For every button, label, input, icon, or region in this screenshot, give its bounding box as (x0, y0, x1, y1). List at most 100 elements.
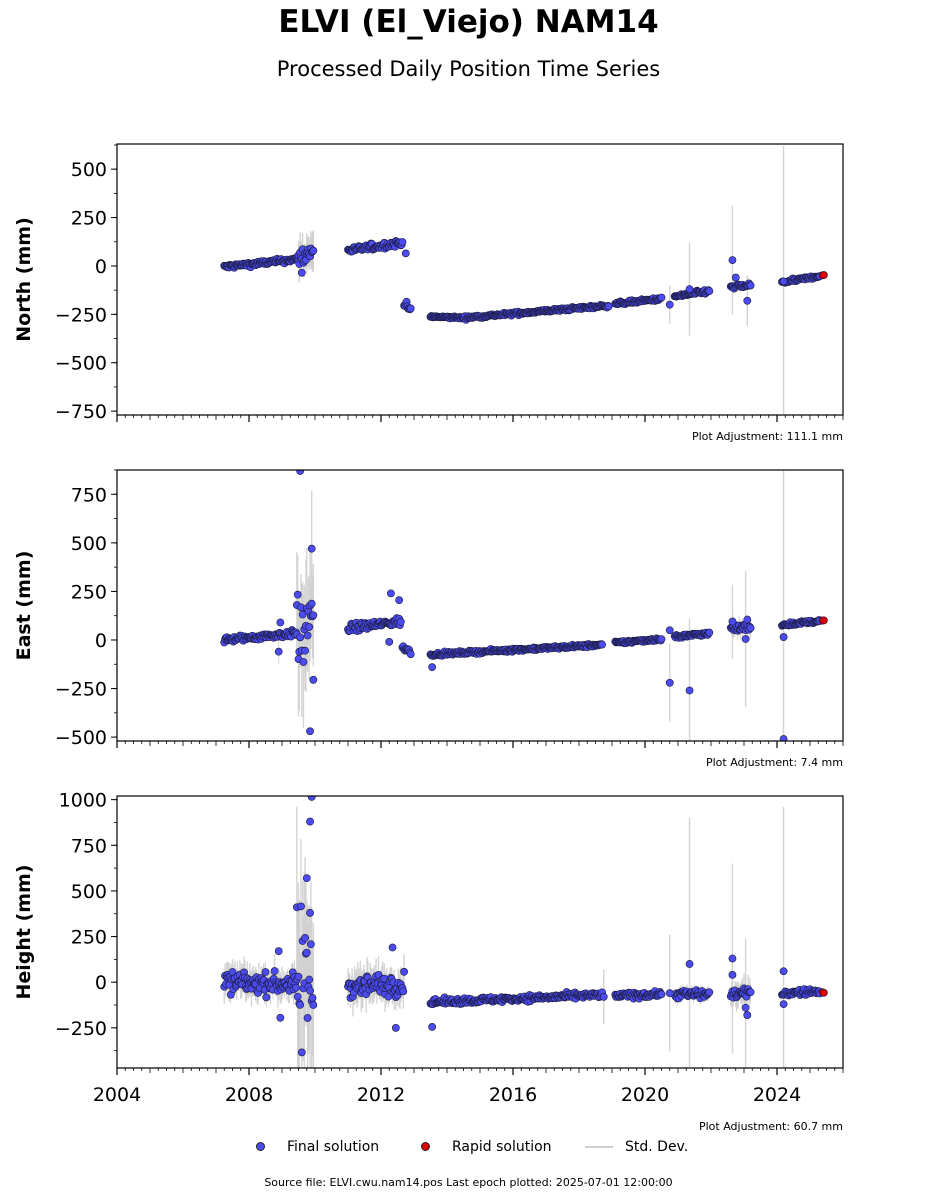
final-solution-point (685, 960, 694, 968)
final-solution-point (306, 727, 314, 736)
plot-frame (116, 469, 844, 742)
final-solution-point (293, 590, 302, 599)
final-solution-point (309, 611, 318, 620)
x-tick-label: 2004 (93, 1084, 141, 1106)
final-solution-point (261, 968, 270, 976)
final-solution-point (294, 972, 303, 981)
y-tick-label: −250 (55, 679, 107, 701)
final-solution-point (599, 992, 608, 1001)
final-solution-point (297, 902, 305, 911)
final-solution-point (779, 967, 788, 976)
final-solution-point (396, 617, 405, 626)
final-solution-point (779, 277, 788, 286)
rapid-solution-marker (421, 1142, 430, 1151)
y-axis-label: North (mm) (13, 217, 35, 342)
final-solution-point (305, 623, 314, 631)
chart-subtitle: Processed Daily Position Time Series (276, 57, 661, 81)
final-solution-point (728, 256, 737, 265)
final-solution-point (705, 988, 714, 997)
rapid-solution-point (819, 271, 828, 279)
y-tick-label: 750 (71, 835, 107, 857)
y-tick-label: 250 (71, 927, 107, 949)
final-solution-point (297, 268, 306, 277)
y-tick-label: 1000 (59, 790, 107, 812)
final-solution-marker (256, 1142, 265, 1151)
final-solution-point (665, 989, 674, 998)
final-solution-point (274, 647, 283, 656)
x-tick-label: 2012 (357, 1084, 405, 1106)
final-solution-point (293, 992, 302, 1001)
final-solution-point (685, 686, 694, 695)
y-tick-label: 0 (95, 256, 107, 278)
final-solution-point (270, 967, 279, 975)
rapid-solution-point (819, 616, 828, 625)
plot-frame (116, 795, 844, 1069)
final-solution-point (746, 988, 755, 997)
final-solution-point (301, 646, 309, 655)
final-solution-point (604, 302, 613, 311)
final-solution-point (306, 817, 314, 826)
final-solution-point (705, 628, 714, 637)
rapid-solution-point (819, 988, 828, 997)
final-solution-point (292, 983, 300, 992)
data-points (220, 470, 828, 741)
panel-north: 500 250 0 −250 −500 −750 North (mm) Plot Adjust… (13, 143, 844, 443)
final-solution-point (297, 1048, 306, 1057)
y-tick-label: −250 (55, 304, 107, 326)
y-tick-label: 0 (95, 630, 107, 652)
final-solution-point (274, 947, 283, 956)
final-solution-point (385, 638, 394, 646)
panel-east: 750 500 250 0 −250 −500 East (mm) Plot Adjustme… (13, 469, 844, 769)
std-dev-line-marker (585, 1146, 613, 1148)
final-solution-point (308, 993, 317, 1002)
final-solution-point (303, 1014, 312, 1022)
chart-title: ELVI (El_Viejo) NAM14 (278, 4, 659, 40)
final-solution-point (401, 249, 410, 258)
final-solution-point (309, 1001, 318, 1009)
y-tick-label: 500 (71, 881, 107, 903)
final-solution-point (743, 296, 752, 305)
y-axis-label: East (mm) (13, 551, 35, 661)
final-solution-point (779, 633, 788, 641)
final-solution-point (428, 663, 437, 672)
final-solution-point (309, 675, 318, 684)
final-solution-point (728, 617, 737, 626)
final-solution-point (746, 281, 755, 290)
final-solution-point (398, 238, 407, 246)
final-solution-point (743, 1011, 752, 1019)
data-points (220, 796, 828, 1057)
final-solution-point (428, 1023, 437, 1031)
x-tick-label: 2008 (225, 1084, 273, 1106)
y-tick-label: 0 (95, 972, 107, 994)
final-solution-point (779, 735, 788, 741)
y-tick-label: 500 (71, 533, 107, 555)
x-tick-label: 2016 (489, 1084, 537, 1106)
final-solution-point (741, 635, 750, 643)
plot-adjustment-note: Plot Adjustment: 60.7 mm (699, 1120, 843, 1133)
final-solution-point (276, 618, 285, 627)
final-solution-point (728, 954, 737, 963)
final-solution-point (598, 640, 606, 649)
final-solution-point (309, 246, 318, 255)
final-solution-point (388, 943, 397, 952)
final-solution-point (307, 796, 316, 801)
y-tick-label: −500 (55, 727, 107, 749)
final-solution-point (685, 285, 694, 294)
final-solution-point (657, 293, 666, 302)
final-solution-point (276, 1013, 285, 1022)
final-solution-point (307, 544, 316, 553)
final-solution-point (305, 975, 314, 984)
final-solution-point (302, 874, 311, 883)
final-solution-point (657, 635, 666, 644)
final-solution-point (400, 967, 408, 976)
final-solution-point (386, 589, 395, 598)
x-tick-label: 2024 (753, 1084, 801, 1106)
final-solution-point (406, 304, 415, 313)
final-solution-point (395, 596, 404, 605)
y-tick-label: 250 (71, 208, 107, 230)
final-solution-point (296, 633, 305, 642)
final-solution-point (731, 273, 740, 282)
final-solution-point (665, 626, 674, 635)
y-tick-label: 250 (71, 581, 107, 603)
